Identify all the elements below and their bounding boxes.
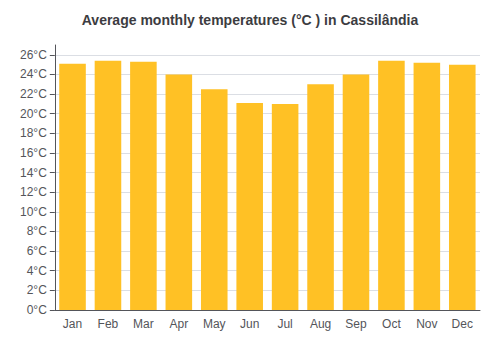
svg-text:Aug: Aug — [310, 317, 331, 331]
svg-text:8°C: 8°C — [27, 224, 47, 238]
svg-text:Mar: Mar — [133, 317, 154, 331]
svg-text:Average monthly temperatures (: Average monthly temperatures (°C ) in Ca… — [82, 12, 419, 28]
svg-text:12°C: 12°C — [20, 185, 47, 199]
svg-text:26°C: 26°C — [20, 48, 47, 62]
svg-text:Apr: Apr — [169, 317, 188, 331]
svg-text:18°C: 18°C — [20, 126, 47, 140]
svg-text:Oct: Oct — [382, 317, 401, 331]
svg-text:Jul: Jul — [277, 317, 292, 331]
svg-text:2°C: 2°C — [27, 283, 47, 297]
svg-text:Sep: Sep — [345, 317, 367, 331]
svg-text:0°C: 0°C — [27, 303, 47, 317]
svg-text:4°C: 4°C — [27, 264, 47, 278]
svg-text:Jan: Jan — [63, 317, 82, 331]
svg-text:22°C: 22°C — [20, 87, 47, 101]
svg-text:Jun: Jun — [240, 317, 259, 331]
svg-text:May: May — [203, 317, 226, 331]
svg-text:20°C: 20°C — [20, 107, 47, 121]
svg-text:24°C: 24°C — [20, 67, 47, 81]
svg-text:16°C: 16°C — [20, 146, 47, 160]
svg-text:Dec: Dec — [452, 317, 473, 331]
svg-text:14°C: 14°C — [20, 166, 47, 180]
svg-text:Nov: Nov — [416, 317, 437, 331]
svg-text:6°C: 6°C — [27, 244, 47, 258]
svg-text:10°C: 10°C — [20, 205, 47, 219]
svg-text:Feb: Feb — [98, 317, 119, 331]
